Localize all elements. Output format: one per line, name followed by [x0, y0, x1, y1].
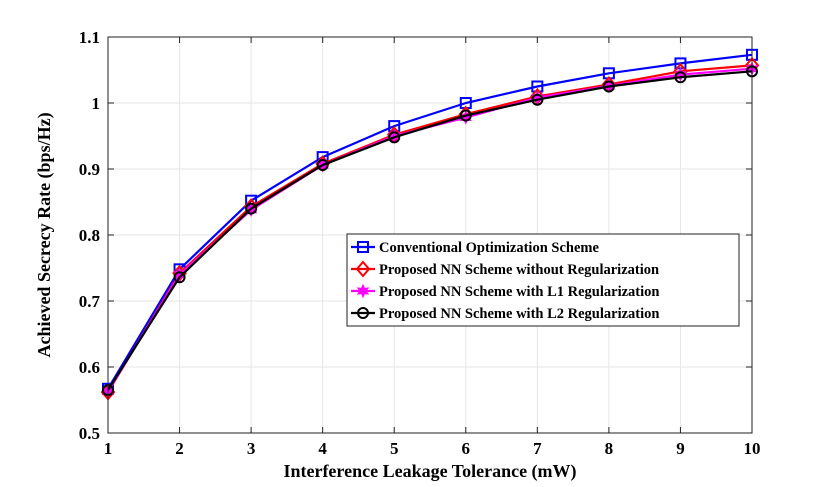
- x-tick-label: 2: [175, 439, 184, 458]
- y-tick-label: 1.1: [79, 28, 100, 47]
- series-line: [107, 53, 753, 390]
- series-lines: [100, 48, 760, 401]
- y-tick-label: 0.5: [79, 424, 100, 443]
- data-point: [173, 271, 186, 284]
- x-tick-label: 1: [104, 439, 113, 458]
- data-point: [388, 131, 401, 144]
- y-tick-label: 0.9: [79, 160, 100, 179]
- y-axis-title: Achieved Secrecy Rate (bps/Hz): [34, 112, 55, 357]
- x-tick-label: 10: [744, 439, 761, 458]
- x-tick-label: 9: [676, 439, 685, 458]
- data-point: [531, 93, 544, 106]
- data-point: [245, 202, 258, 215]
- series-line: [107, 64, 753, 393]
- y-tick-label: 0.8: [79, 226, 100, 245]
- series-line: [107, 70, 753, 391]
- x-tick-label: 3: [247, 439, 256, 458]
- legend-marker: [356, 283, 370, 299]
- legend-label: Proposed NN Scheme without Regularizatio…: [379, 262, 659, 278]
- x-axis-title: Interference Leakage Tolerance (mW): [283, 461, 576, 482]
- legend-label: Proposed NN Scheme with L2 Regularizatio…: [379, 306, 659, 322]
- legend-marker: [355, 260, 371, 278]
- y-tick-label: 1: [92, 94, 101, 113]
- x-tick-label: 6: [462, 439, 471, 458]
- legend-label: Conventional Optimization Scheme: [379, 240, 599, 256]
- y-tick-label: 0.7: [79, 292, 101, 311]
- legend: Conventional Optimization Scheme Proposed…: [346, 233, 740, 327]
- data-point: [674, 67, 687, 82]
- legend-label: Proposed NN Scheme with L1 Regularizatio…: [379, 284, 659, 300]
- legend-marker: [357, 307, 369, 319]
- data-point: [459, 109, 472, 122]
- x-tick-label: 8: [605, 439, 614, 458]
- legend-box: [346, 233, 740, 327]
- data-point: [316, 159, 329, 172]
- legend-marker: [357, 241, 369, 253]
- data-point: [674, 71, 687, 84]
- axis-ticks: 1 2 3 4 5 6 7 8 9 10 0.5 0.6 0.7 0.8 0.9 1 1.1: [79, 28, 761, 458]
- series-4: [102, 65, 758, 397]
- x-tick-label: 4: [318, 439, 327, 458]
- x-tick-label: 5: [390, 439, 399, 458]
- data-point: [602, 80, 615, 93]
- y-tick-label: 0.6: [79, 358, 100, 377]
- x-tick-label: 7: [533, 439, 542, 458]
